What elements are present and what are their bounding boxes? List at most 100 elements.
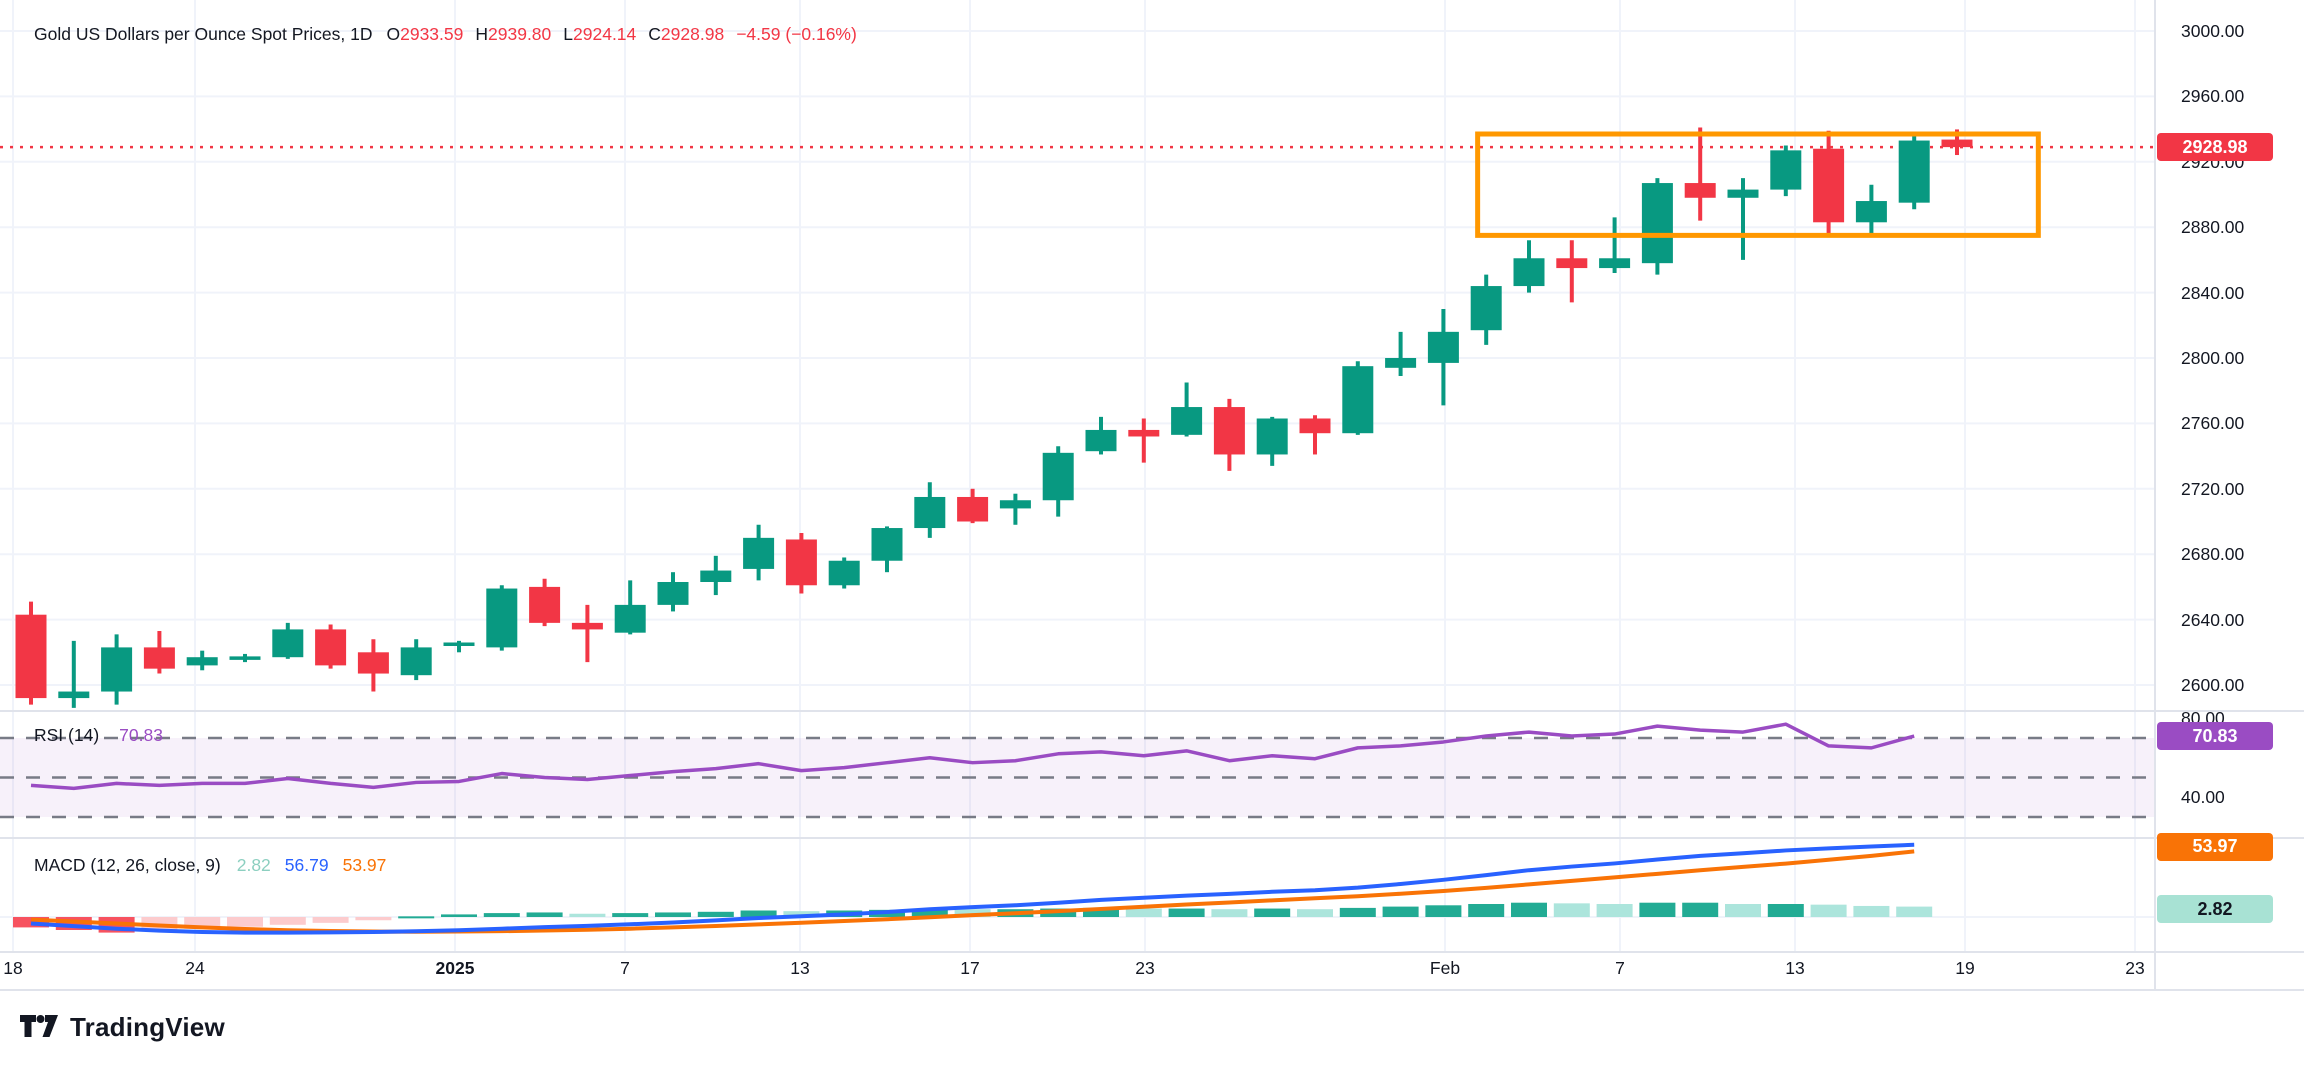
price-tick-label: 2680.00 xyxy=(2181,544,2245,565)
candle-body xyxy=(785,539,817,586)
macd-histogram-bar xyxy=(13,917,49,928)
time-tick-label: 13 xyxy=(790,958,810,978)
candle-body xyxy=(1941,139,1973,148)
price-tick-label: 2800.00 xyxy=(2181,348,2245,368)
candle-body xyxy=(101,647,133,692)
macd-legend[interactable]: MACD (12, 26, close, 9) 2.82 56.79 53.97 xyxy=(34,855,400,875)
close-label: C xyxy=(648,24,661,44)
tradingview-logo[interactable]: TradingView xyxy=(20,1012,225,1043)
candle-body xyxy=(1427,331,1459,363)
candle-body xyxy=(743,537,775,569)
candle-body xyxy=(914,496,946,529)
macd-histogram-bar xyxy=(269,917,306,925)
macd-signal-badge: 53.97 xyxy=(2157,832,2273,861)
macd-histogram-bar xyxy=(1725,904,1761,917)
candle-body xyxy=(400,647,432,676)
candle-body xyxy=(999,500,1031,509)
rsi-value: 70.83 xyxy=(119,725,163,745)
macd-histogram-bar xyxy=(1553,903,1590,917)
candle-body xyxy=(443,642,475,646)
macd-histogram-bar xyxy=(1853,905,1890,917)
candle-body xyxy=(272,629,304,658)
macd-histogram-bar xyxy=(1810,904,1847,917)
candle-body xyxy=(1128,429,1160,437)
price-tick-label: 2600.00 xyxy=(2181,675,2245,695)
candle-body xyxy=(1342,366,1374,434)
candle-body xyxy=(186,657,218,666)
time-tick-label: 13 xyxy=(1785,958,1805,978)
candle-body xyxy=(1470,286,1502,331)
candle-body xyxy=(1898,140,1930,203)
current-price-badge: 2928.98 xyxy=(2157,133,2273,162)
candle-body xyxy=(1299,418,1331,434)
price-tick-label: 3000.00 xyxy=(2181,21,2245,41)
macd-histogram-bar xyxy=(569,913,606,917)
time-tick-label: 2025 xyxy=(435,958,475,978)
candle-body xyxy=(614,604,646,633)
price-tick-label: 2840.00 xyxy=(2181,282,2245,303)
time-tick-label: 17 xyxy=(960,958,980,978)
macd-histogram-bar xyxy=(740,910,777,917)
macd-histogram-bar xyxy=(1125,908,1162,917)
price-tick-label: 2720.00 xyxy=(2181,478,2245,499)
macd-line xyxy=(30,842,1915,935)
time-tick-label: 18 xyxy=(3,958,23,978)
macd-histogram-bar xyxy=(1254,908,1291,917)
time-tick-label: 7 xyxy=(620,958,630,978)
candle-body xyxy=(571,622,603,630)
candle-body xyxy=(828,560,860,586)
price-tick-label: 2640.00 xyxy=(2181,609,2245,630)
price-tick-label: 2880.00 xyxy=(2181,217,2245,238)
macd-histogram-bar xyxy=(441,914,477,917)
macd-histogram-bar xyxy=(612,913,649,917)
candle-body xyxy=(657,581,689,605)
macd-histogram-bar xyxy=(697,911,734,917)
candle-body xyxy=(1599,258,1631,269)
candle-body xyxy=(58,691,90,699)
candle-body xyxy=(1513,258,1545,287)
candle-body xyxy=(1641,183,1673,264)
candle-body xyxy=(1385,358,1417,368)
macd-histogram-bar xyxy=(1511,902,1547,917)
macd-label[interactable]: MACD (12, 26, close, 9) xyxy=(34,855,221,875)
macd-histogram-bar xyxy=(911,908,948,917)
macd-histogram-bar xyxy=(1596,904,1633,917)
candle-body xyxy=(315,629,347,666)
time-tick-label: 23 xyxy=(1135,958,1155,978)
candle-body xyxy=(1770,150,1802,190)
macd-histogram-badge: 2.82 xyxy=(2157,895,2273,924)
open-value: 2933.59 xyxy=(400,24,464,44)
time-tick-label: Feb xyxy=(1429,958,1461,978)
candle-body xyxy=(229,656,261,660)
macd-histogram-bar xyxy=(1896,906,1933,917)
rsi-label[interactable]: RSI (14) xyxy=(34,725,100,745)
macd-histogram-value: 2.82 xyxy=(236,855,271,875)
macd-histogram-bar xyxy=(1382,906,1419,917)
candle-body xyxy=(1556,258,1588,269)
candle-body xyxy=(1855,201,1887,223)
macd-histogram-bar xyxy=(1682,902,1719,917)
macd-histogram-bar xyxy=(526,912,563,917)
candle-body xyxy=(529,586,561,623)
candle-body xyxy=(143,647,175,669)
low-label: L xyxy=(563,24,574,44)
symbol-legend[interactable]: Gold US Dollars per Ounce Spot Prices, 1… xyxy=(34,24,869,44)
macd-histogram-bar xyxy=(184,917,221,929)
macd-line-value: 56.79 xyxy=(284,855,329,875)
time-tick-label: 23 xyxy=(2125,958,2145,978)
time-tick-label: 7 xyxy=(1615,958,1625,978)
macd-histogram-bar xyxy=(1425,905,1462,917)
time-tick-label: 24 xyxy=(185,958,205,978)
macd-histogram-bar xyxy=(1468,904,1505,917)
candle-body xyxy=(1684,183,1716,198)
candle-body xyxy=(486,588,518,648)
rsi-legend[interactable]: RSI (14) 70.83 xyxy=(34,725,163,745)
macd-histogram-bar xyxy=(1297,909,1333,917)
candle-body xyxy=(1042,452,1074,501)
macd-histogram-bar xyxy=(483,913,520,917)
symbol-title[interactable]: Gold US Dollars per Ounce Spot Prices, 1… xyxy=(34,24,373,44)
candle-body xyxy=(1171,407,1203,435)
annotation-rectangle[interactable] xyxy=(1475,131,2041,238)
